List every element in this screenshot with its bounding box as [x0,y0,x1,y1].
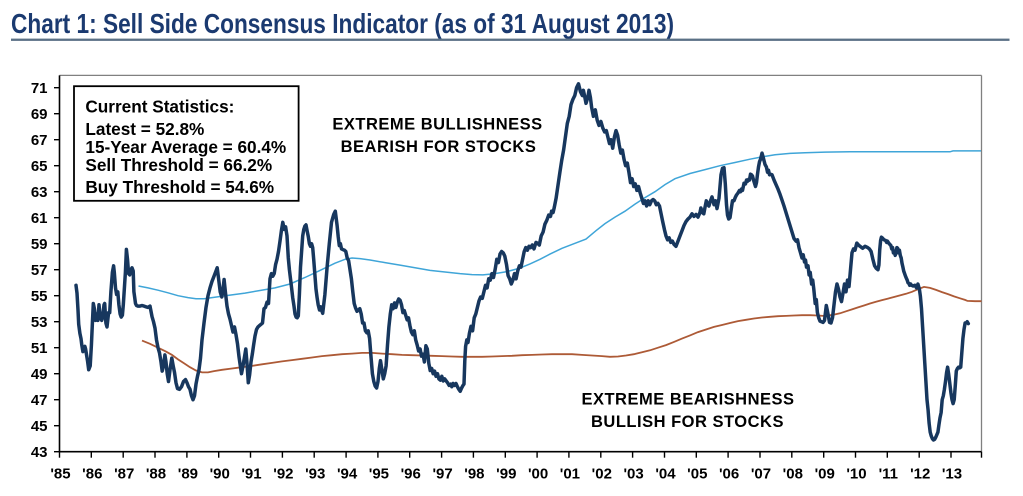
svg-text:'89: '89 [178,466,198,483]
svg-text:'10: '10 [846,466,866,483]
svg-text:63: 63 [31,184,48,201]
svg-text:59: 59 [31,236,48,253]
svg-text:'94: '94 [337,466,358,483]
svg-text:'03: '03 [623,466,643,483]
svg-text:'11: '11 [879,466,898,483]
svg-text:'88: '88 [146,466,166,483]
svg-text:'86: '86 [82,466,102,483]
svg-text:'95: '95 [369,466,389,483]
svg-text:43: 43 [31,444,48,461]
svg-text:'04: '04 [655,466,676,483]
svg-text:'87: '87 [114,466,134,483]
svg-text:65: 65 [31,158,48,175]
svg-text:55: 55 [31,288,48,305]
svg-text:57: 57 [31,262,48,279]
svg-text:'06: '06 [719,466,739,483]
svg-text:'85: '85 [50,466,70,483]
svg-text:'97: '97 [432,466,452,483]
svg-text:'08: '08 [783,466,803,483]
svg-text:'93: '93 [305,466,325,483]
svg-text:15-Year Average = 60.4%: 15-Year Average = 60.4% [85,137,286,157]
svg-text:'13: '13 [942,466,962,483]
svg-text:'07: '07 [751,466,771,483]
svg-text:69: 69 [31,106,48,123]
svg-text:Buy Threshold = 54.6%: Buy Threshold = 54.6% [85,177,274,197]
svg-text:'00: '00 [528,466,548,483]
svg-text:Latest = 52.8%: Latest = 52.8% [85,119,204,139]
svg-text:49: 49 [31,366,48,383]
svg-text:'09: '09 [815,466,835,483]
svg-text:EXTREME BEARISHNESS: EXTREME BEARISHNESS [581,391,794,409]
svg-text:47: 47 [31,392,48,409]
svg-text:'01: '01 [560,466,580,483]
svg-text:Sell Threshold = 66.2%: Sell Threshold = 66.2% [85,155,272,175]
svg-text:'02: '02 [592,466,612,483]
svg-text:'96: '96 [401,466,421,483]
svg-text:Chart 1: Sell Side Consensus I: Chart 1: Sell Side Consensus Indicator (… [11,8,674,39]
svg-text:'92: '92 [273,466,293,483]
svg-text:BEARISH FOR STOCKS: BEARISH FOR STOCKS [341,138,537,156]
svg-text:BULLISH FOR STOCKS: BULLISH FOR STOCKS [591,413,784,431]
svg-text:'12: '12 [910,466,930,483]
svg-text:'98: '98 [464,466,484,483]
svg-text:EXTREME BULLISHNESS: EXTREME BULLISHNESS [332,116,542,134]
svg-text:'99: '99 [496,466,516,483]
svg-text:Current Statistics:: Current Statistics: [85,97,234,117]
svg-text:'05: '05 [687,466,707,483]
svg-text:51: 51 [31,340,48,357]
svg-text:71: 71 [31,80,48,97]
svg-text:'91: '91 [241,466,261,483]
svg-text:45: 45 [31,418,48,435]
svg-text:'90: '90 [210,466,230,483]
svg-text:53: 53 [31,314,48,331]
svg-text:67: 67 [31,132,48,149]
svg-text:61: 61 [31,210,48,227]
